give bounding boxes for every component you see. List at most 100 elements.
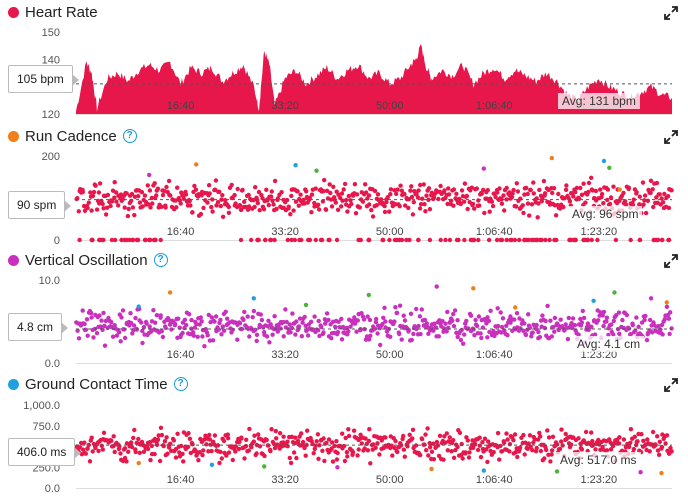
question-circle-icon[interactable]: ? (173, 377, 188, 391)
data-point (156, 433, 161, 438)
data-point (614, 313, 619, 318)
data-point (162, 439, 168, 444)
data-point (171, 438, 177, 443)
data-point (148, 457, 153, 463)
data-point (634, 315, 639, 320)
data-point (447, 435, 452, 440)
data-point (504, 197, 509, 202)
data-point (200, 334, 205, 339)
data-point (538, 448, 544, 454)
data-point (203, 327, 208, 332)
data-point (401, 313, 406, 318)
data-point (365, 448, 371, 453)
data-point (209, 448, 214, 454)
data-point (641, 438, 646, 443)
data-point (442, 188, 447, 193)
zero-data-point (285, 237, 290, 243)
heart-rate-title: Heart Rate (25, 3, 98, 21)
data-point (550, 190, 555, 196)
zero-data-point (327, 237, 332, 243)
data-point (192, 183, 197, 189)
data-point (436, 334, 441, 339)
data-point (100, 327, 105, 332)
data-point (455, 444, 460, 450)
data-point (295, 438, 301, 444)
data-point (455, 318, 460, 323)
data-point (264, 334, 270, 339)
data-point (470, 201, 476, 207)
data-point (527, 213, 532, 218)
data-point (563, 431, 568, 437)
data-point (392, 445, 397, 451)
data-point (159, 204, 164, 209)
data-point (478, 331, 483, 336)
data-point (664, 304, 670, 309)
data-point (323, 207, 329, 212)
data-point (352, 182, 358, 187)
data-point (165, 451, 170, 456)
data-point (139, 190, 145, 195)
data-point (105, 192, 111, 198)
y-tick-label: 0.0 (45, 358, 60, 370)
data-point (444, 329, 449, 334)
data-point (349, 201, 354, 207)
data-point (281, 434, 286, 439)
expand-arrows-icon[interactable] (664, 378, 678, 392)
data-point (438, 183, 443, 189)
data-point (372, 326, 377, 331)
data-point (166, 178, 172, 184)
data-point (486, 318, 492, 324)
x-tick-label: 50:00 (376, 100, 404, 112)
question-circle-icon[interactable]: ? (153, 253, 168, 267)
data-point (451, 203, 456, 208)
data-point (103, 318, 109, 324)
y-tick-label: 10.0 (39, 275, 60, 287)
data-point (586, 180, 592, 186)
data-point (473, 317, 478, 323)
expand-arrows-icon[interactable] (664, 6, 678, 20)
zero-data-point (522, 237, 527, 243)
expand-arrows-icon[interactable] (664, 130, 678, 144)
data-point (201, 448, 206, 453)
data-point (543, 318, 548, 324)
data-point (242, 456, 247, 461)
data-point (549, 452, 554, 457)
data-point (268, 322, 273, 327)
data-point (363, 436, 368, 441)
data-point (351, 428, 357, 433)
data-point (499, 201, 505, 206)
outlier-point (607, 165, 612, 170)
data-point (476, 198, 481, 203)
data-point (442, 434, 447, 439)
data-point (574, 185, 580, 191)
data-point (564, 183, 569, 188)
y-tick-label: 150 (42, 27, 60, 39)
data-point (599, 191, 605, 197)
data-point (538, 434, 543, 439)
vertical-oscillation-callout: 4.8 cm (8, 313, 69, 341)
data-point (411, 331, 416, 337)
data-point (572, 323, 578, 328)
data-point (187, 312, 192, 317)
data-point (316, 318, 321, 324)
data-point (229, 182, 234, 188)
data-point (126, 206, 131, 212)
data-point (379, 438, 384, 443)
data-point (521, 432, 526, 438)
data-point (457, 430, 463, 435)
data-point (300, 320, 305, 325)
zero-data-point (146, 237, 152, 243)
data-point (331, 184, 336, 189)
data-point (141, 449, 147, 454)
question-circle-icon[interactable]: ? (122, 129, 137, 143)
data-point (514, 311, 520, 316)
data-point (558, 317, 563, 322)
data-point (601, 309, 607, 315)
expand-arrows-icon[interactable] (664, 254, 678, 268)
data-point (414, 306, 419, 312)
data-point (541, 178, 547, 184)
outlier-point (612, 290, 617, 295)
zero-data-point (366, 237, 372, 243)
data-point (317, 333, 322, 339)
data-point (217, 460, 222, 466)
